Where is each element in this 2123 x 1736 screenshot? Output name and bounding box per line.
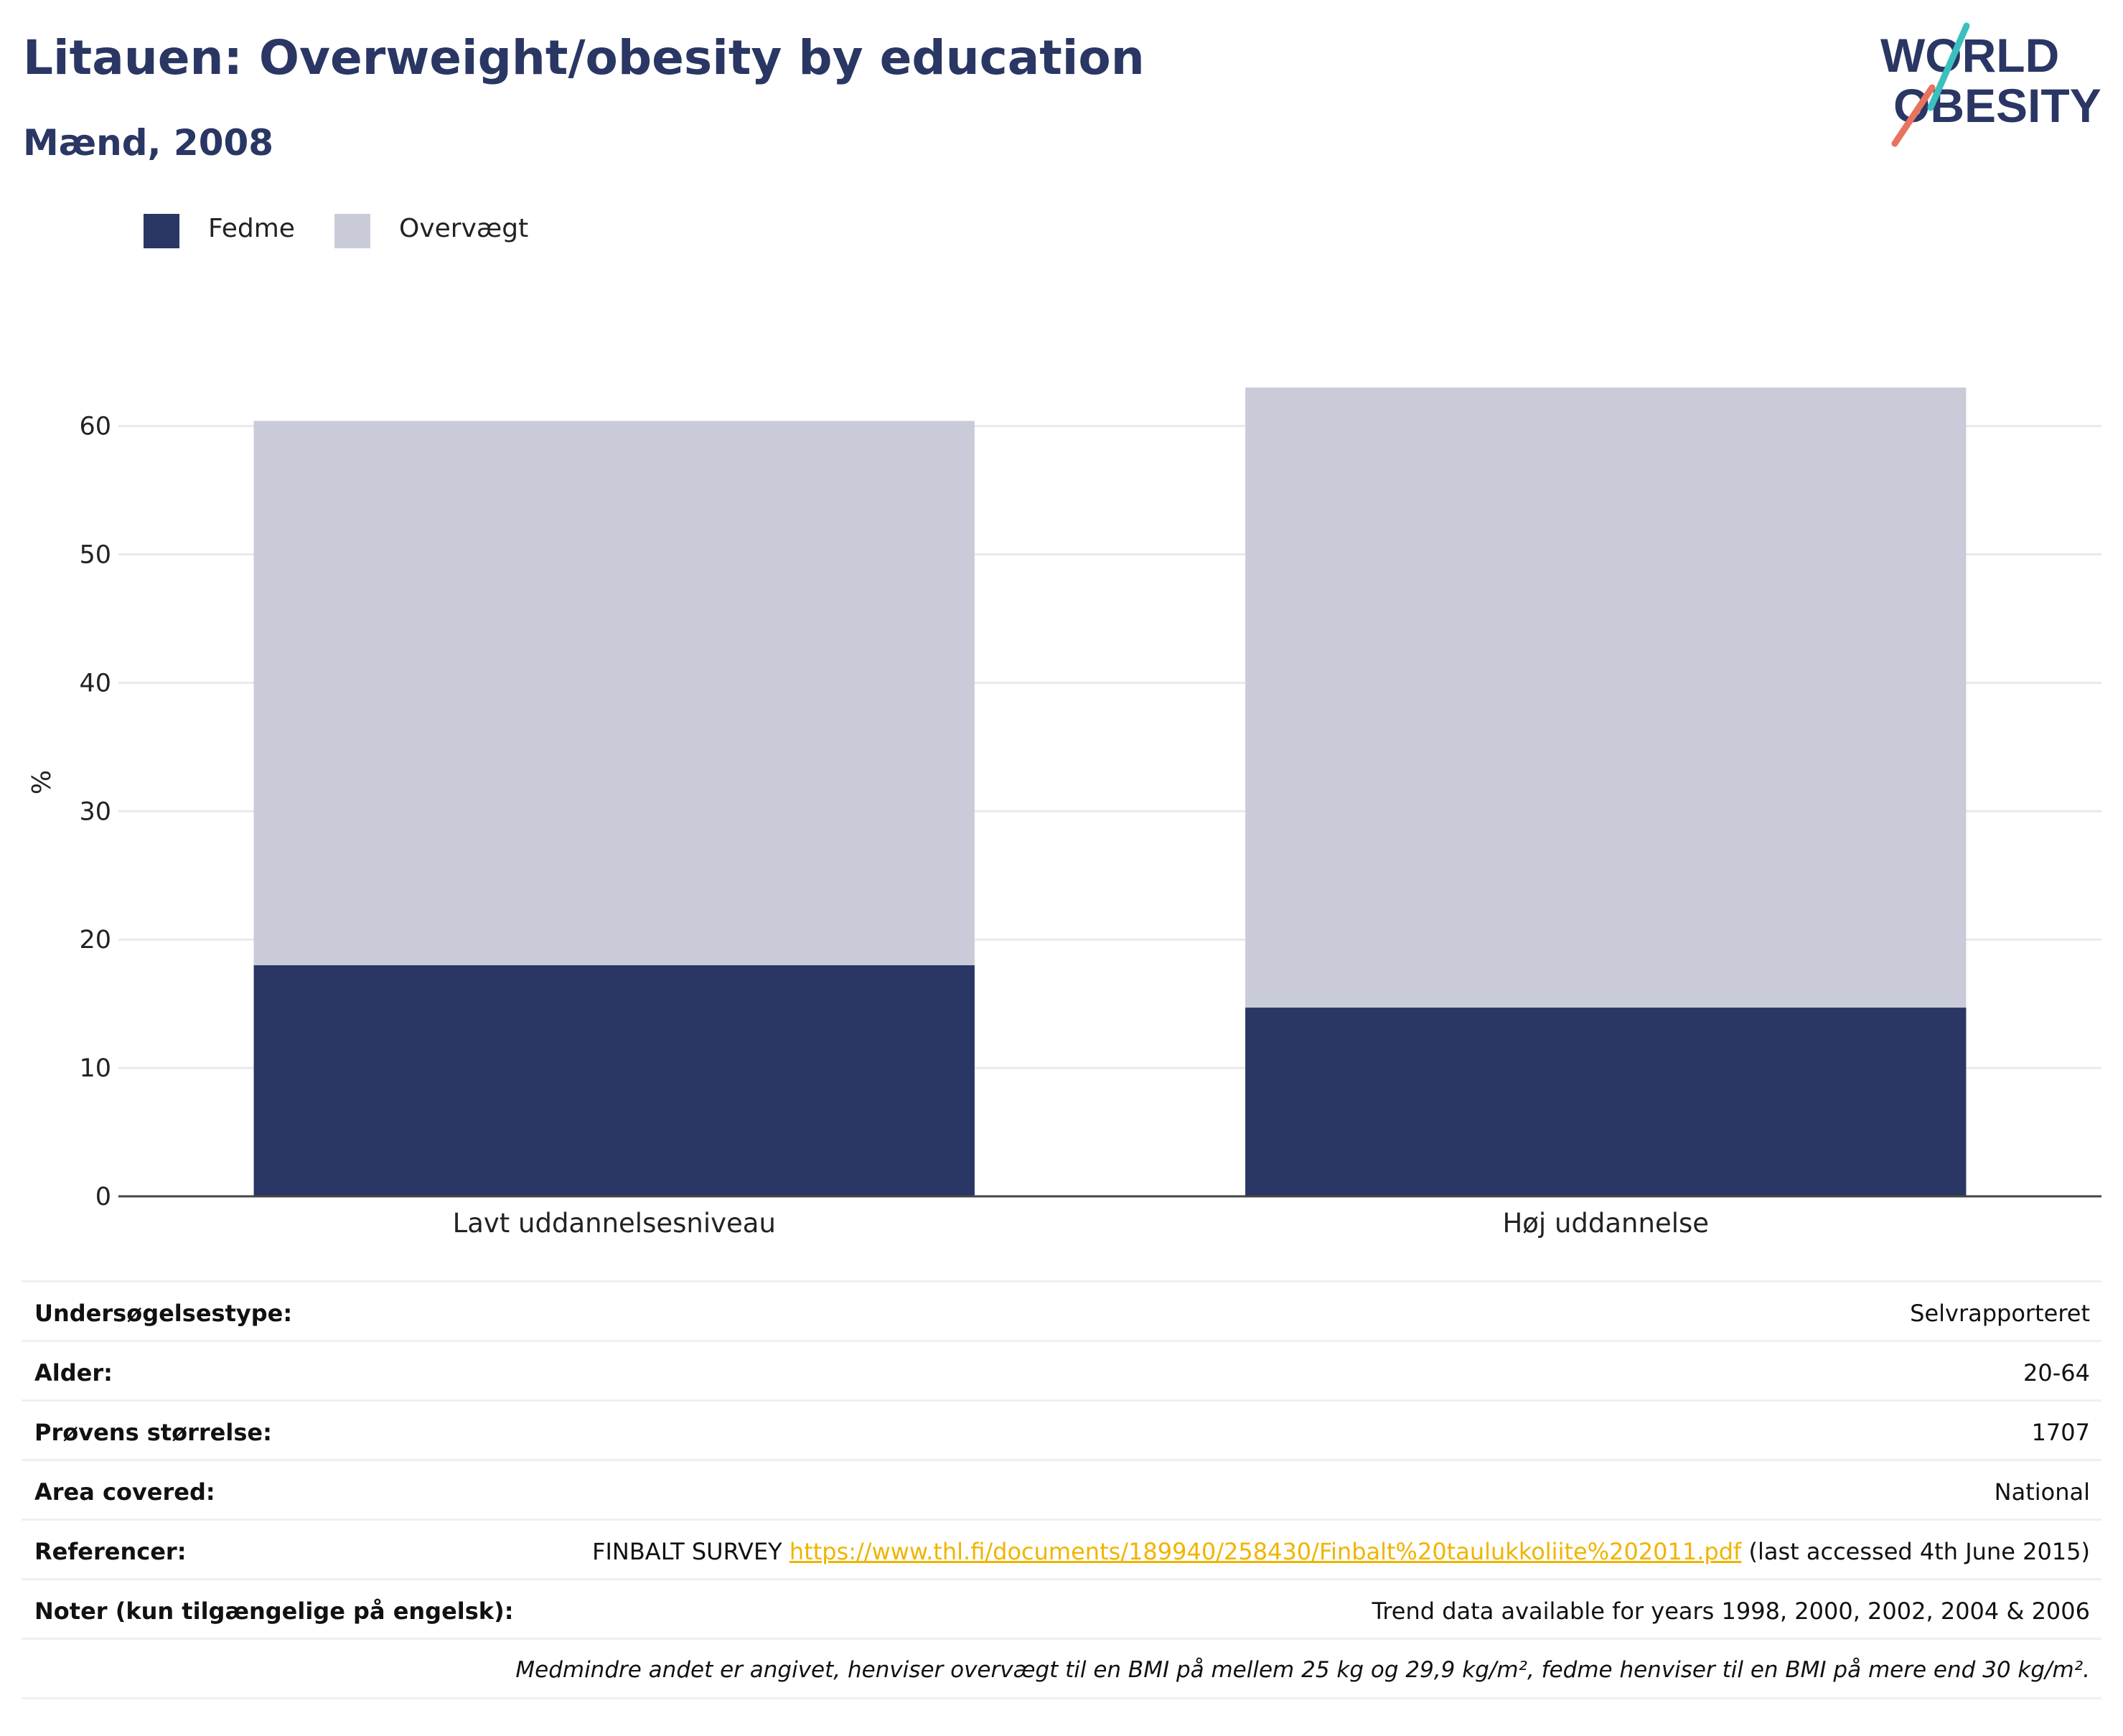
info-value: National [1994, 1478, 2090, 1506]
logo-word-world: WORLD [1880, 29, 2059, 82]
info-key: Area covered: [34, 1478, 215, 1506]
chart-title: Litauen: Overweight/obesity by education [23, 30, 1145, 85]
y-tick-label: 40 [79, 669, 111, 698]
y-tick-label: 30 [79, 797, 111, 826]
info-row-survey-type: Undersøgelsestype: Selvrapporteret [22, 1282, 2101, 1342]
y-tick-label: 20 [79, 926, 111, 954]
info-key: Referencer: [34, 1538, 187, 1565]
info-row-sample-size: Prøvens størrelse: 1707 [22, 1402, 2101, 1461]
world-obesity-logo: WORLD OBESITY [1880, 22, 2101, 147]
chart-subtitle: Mænd, 2008 [23, 122, 274, 164]
info-table: Undersøgelsestype: Selvrapporteret Alder… [22, 1280, 2101, 1699]
bar-overvaegt [1245, 388, 1967, 1008]
info-key: Alder: [34, 1359, 113, 1387]
y-axis-label: % [27, 770, 57, 794]
reference-link[interactable]: https://www.thl.fi/documents/189940/2584… [789, 1538, 1742, 1565]
info-value: 1707 [2031, 1419, 2090, 1446]
x-tick-label: Lavt uddannelsesniveau [453, 1208, 776, 1239]
footnote-text: Medmindre andet er angivet, henviser ove… [515, 1657, 2090, 1683]
y-tick-label: 50 [79, 541, 111, 570]
info-key: Noter (kun tilgængelige på engelsk): [34, 1597, 514, 1625]
y-tick-label: 10 [79, 1054, 111, 1083]
legend-swatch-fedme [144, 214, 179, 248]
bar-fedme [1245, 1008, 1967, 1196]
info-row-notes: Noter (kun tilgængelige på engelsk): Tre… [22, 1580, 2101, 1640]
y-tick-label: 60 [79, 413, 111, 441]
info-key: Undersøgelsestype: [34, 1300, 293, 1327]
legend-label-fedme: Fedme [208, 214, 295, 243]
info-row-age: Alder: 20-64 [22, 1342, 2101, 1402]
legend-swatch-overvaegt [334, 214, 370, 248]
y-tick-label: 0 [95, 1183, 111, 1211]
info-row-footnote: Medmindre andet er angivet, henviser ove… [22, 1640, 2101, 1699]
logo-slash-teal [1927, 22, 1970, 111]
reference-suffix: (last accessed 4th June 2015) [1741, 1538, 2090, 1565]
info-key: Prøvens størrelse: [34, 1419, 272, 1446]
bar-overvaegt [253, 421, 975, 965]
logo-word-obesity: OBESITY [1893, 79, 2101, 132]
info-row-references: Referencer: FINBALT SURVEY https://www.t… [22, 1521, 2101, 1580]
logo-slash-coral [1891, 84, 1936, 147]
bar-chart: 0 10 20 30 40 50 60% Lavt uddannelsesniveau Høj … [27, 388, 2101, 1239]
bar-fedme [253, 965, 975, 1196]
reference-prefix: FINBALT SURVEY [592, 1538, 789, 1565]
info-value: Trend data available for years 1998, 200… [1372, 1597, 2090, 1625]
info-value: Selvrapporteret [1910, 1300, 2090, 1327]
info-row-area: Area covered: National [22, 1461, 2101, 1521]
x-tick-label: Høj uddannelse [1502, 1208, 1709, 1239]
info-value: 20-64 [2023, 1359, 2090, 1387]
info-value: FINBALT SURVEY https://www.thl.fi/docume… [592, 1538, 2090, 1565]
legend-label-overvaegt: Overvægt [399, 214, 529, 243]
